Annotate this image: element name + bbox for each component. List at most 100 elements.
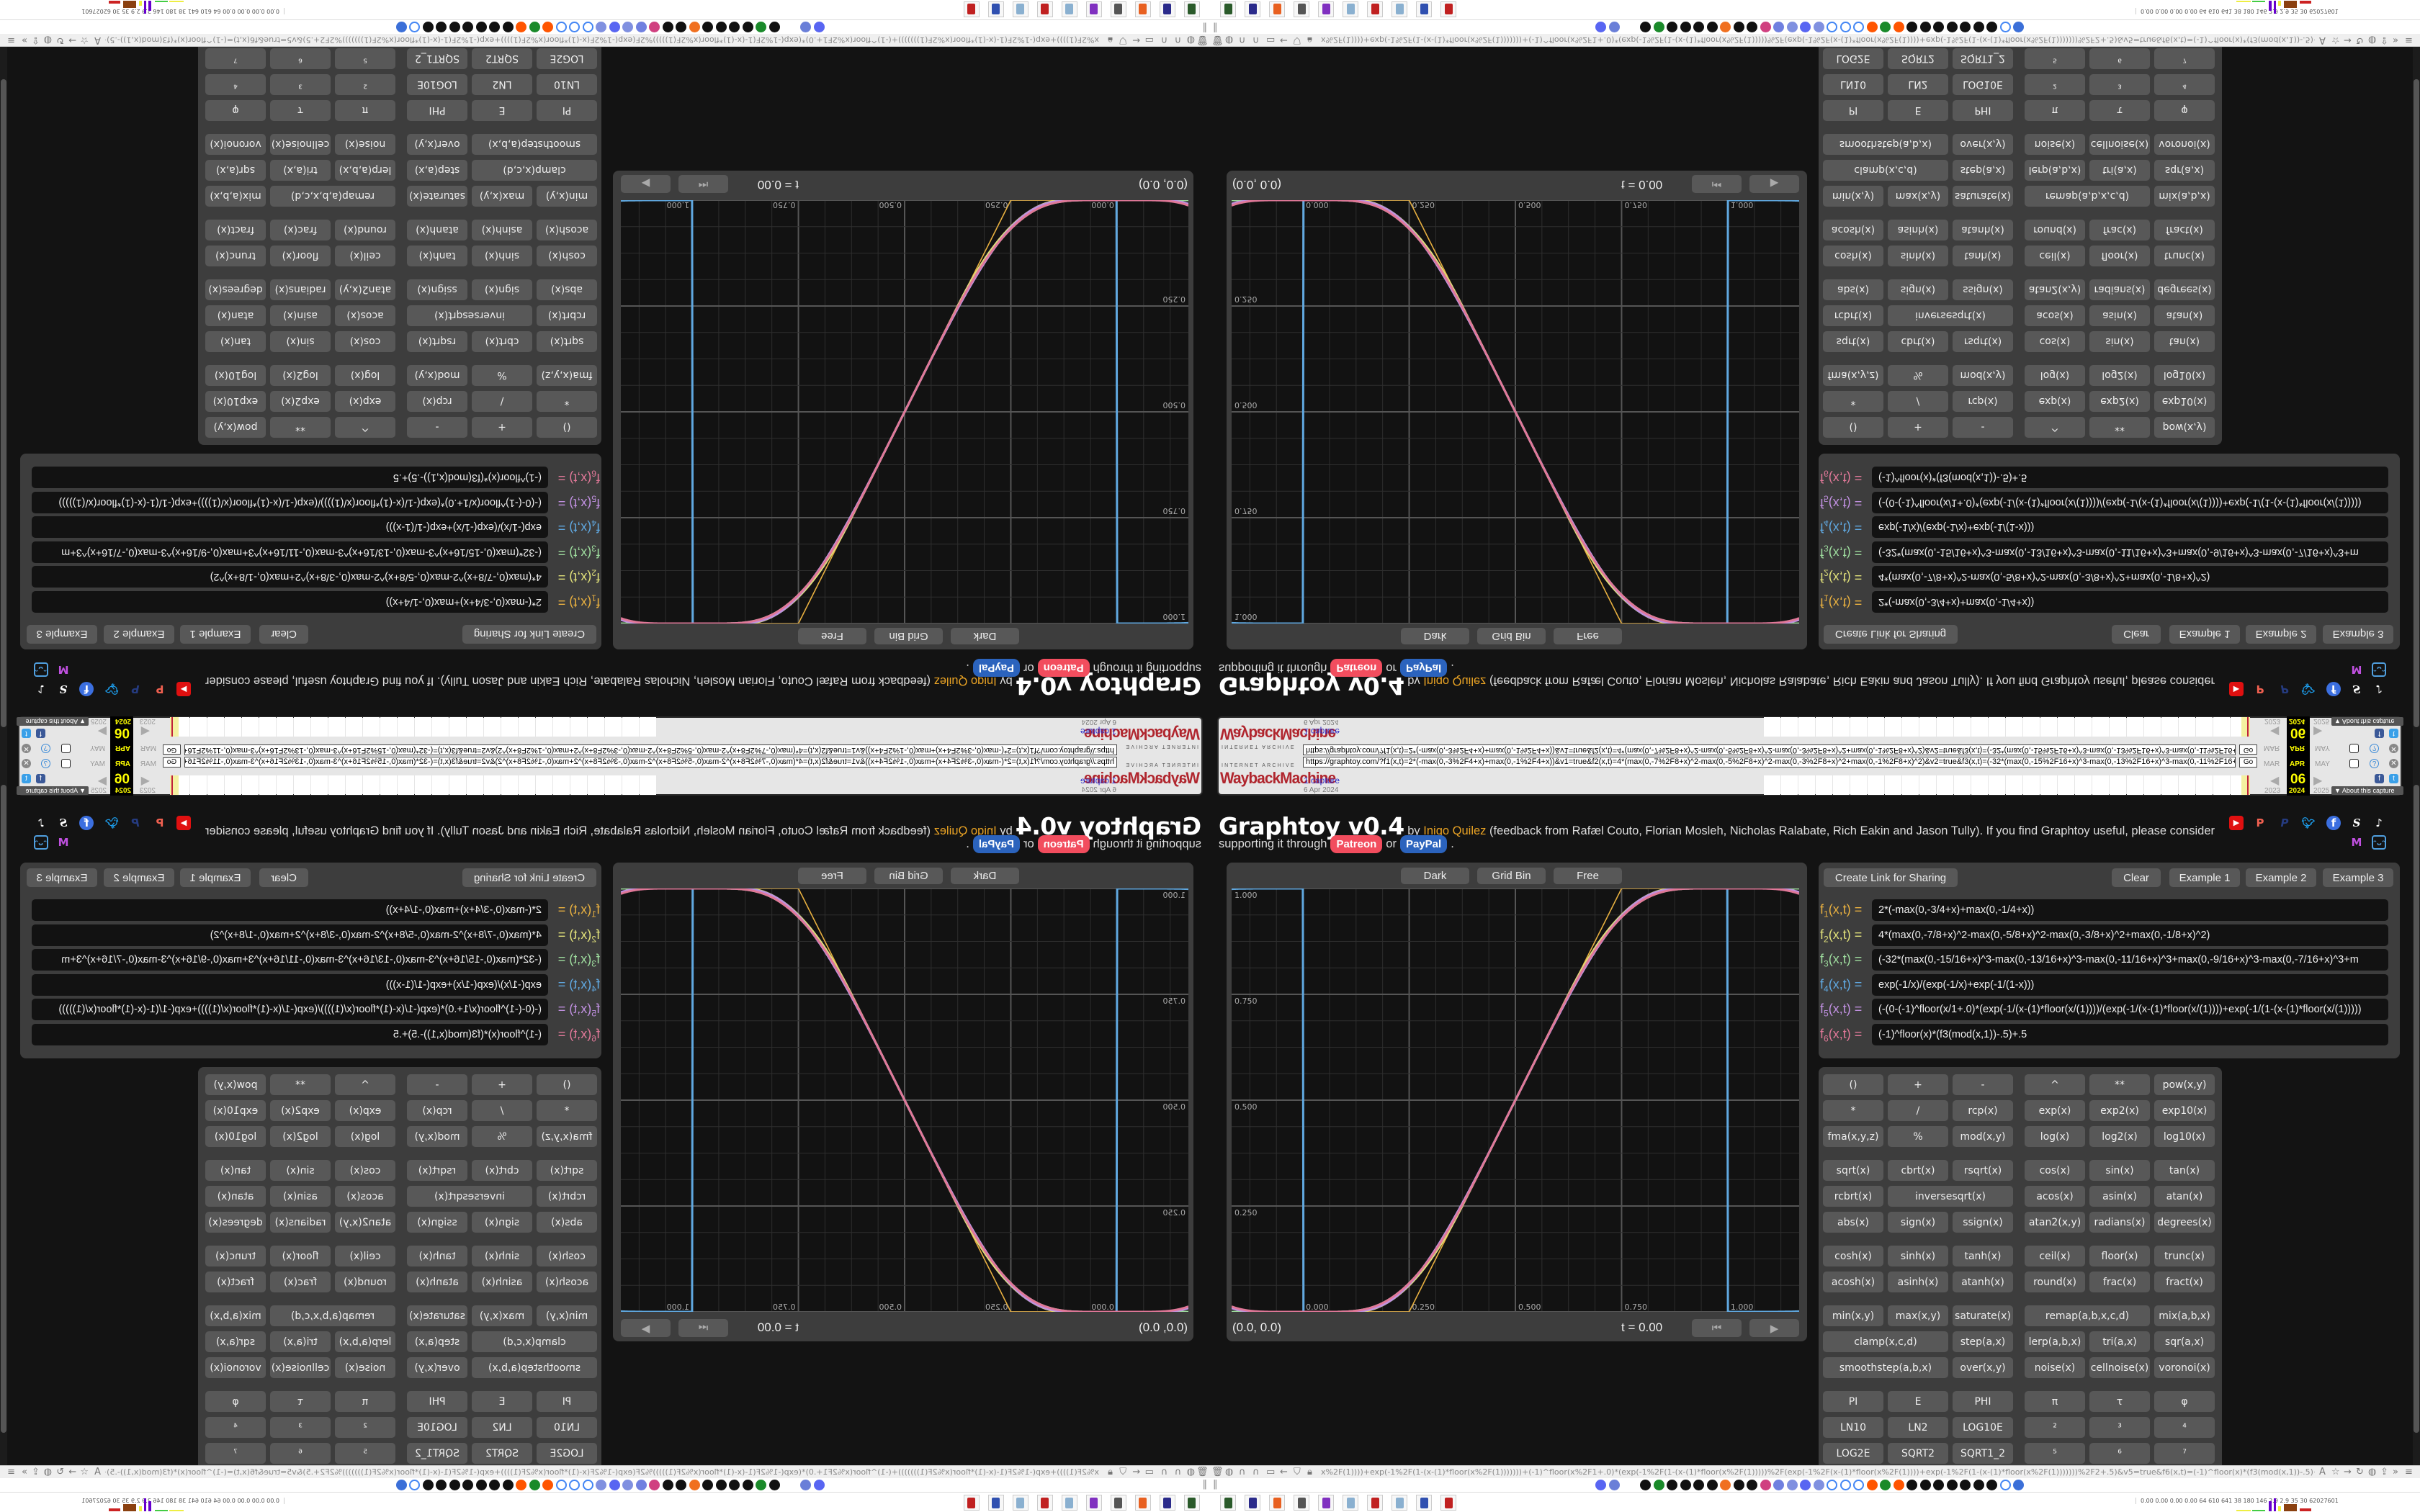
keypad-button[interactable]: remap(a,b,x,c,d) <box>270 186 395 207</box>
taskbar-app-icon[interactable] <box>1343 1 1358 17</box>
keypad-button[interactable]: + <box>1888 417 1948 438</box>
keypad-button[interactable]: LN10 <box>537 1417 597 1438</box>
lock-icon[interactable]: 🔒︎ <box>1307 35 1312 45</box>
twitter-icon[interactable]: 🐦︎ <box>104 816 119 829</box>
keypad-button[interactable]: PI <box>1823 100 1883 121</box>
keypad-button[interactable]: voronoi(x) <box>205 1357 266 1378</box>
example-1-button[interactable]: Example 1 <box>180 868 251 887</box>
function-plot-canvas[interactable]: 0.000 0.250 0.500 0.750 1.000 1.000 0.750 0.500… <box>621 200 1188 624</box>
calendar-cell[interactable] <box>1764 717 1780 737</box>
keypad-button[interactable]: ⁴ <box>205 1417 266 1438</box>
keypad-button[interactable]: sin(x) <box>2089 331 2150 352</box>
bookmark-icon[interactable] <box>1760 22 1771 32</box>
keypad-button[interactable]: cellnoise(x) <box>2089 134 2150 155</box>
keypad-button[interactable]: abs(x) <box>1823 1212 1883 1233</box>
keypad-button[interactable]: acosh(x) <box>537 1272 597 1292</box>
keypad-button[interactable]: asinh(x) <box>1888 220 1948 240</box>
prev-capture-arrow-icon[interactable]: ◀ <box>140 775 150 787</box>
keypad-button[interactable]: LN2 <box>1888 1417 1948 1438</box>
calendar-cell[interactable] <box>328 717 345 737</box>
free-axis-button[interactable]: Free <box>1554 628 1622 644</box>
patreon-button[interactable]: Patreon <box>1330 835 1383 853</box>
keypad-button[interactable]: sqrt(x) <box>537 1160 597 1181</box>
calendar-cell[interactable] <box>346 775 362 795</box>
calendar-cell[interactable] <box>2023 717 2040 737</box>
keypad-button[interactable]: rsqrt(x) <box>407 1160 467 1181</box>
keypad-button[interactable]: tan(x) <box>2154 1160 2215 1181</box>
bookmark-icon[interactable] <box>1839 1480 1851 1490</box>
bookmark-icon[interactable] <box>1893 22 1904 32</box>
keypad-button[interactable]: remap(a,b,x,c,d) <box>270 1305 395 1326</box>
keypad-button[interactable]: % <box>472 365 532 386</box>
sidebar-toggle-icon[interactable]: ‖ <box>1202 1479 1208 1490</box>
keypad-button[interactable]: clamp(x,c,d) <box>472 1331 597 1352</box>
bookmark-icon[interactable] <box>1999 1480 2011 1490</box>
function-input-1[interactable]: 2*(-max(0,-3/4+x)+max(0,-1/4+x)) <box>32 899 548 921</box>
keypad-button[interactable]: ^ <box>2025 1074 2085 1095</box>
keypad-button[interactable]: LN2 <box>1888 74 1948 95</box>
keypad-button[interactable]: + <box>472 1074 532 1095</box>
keypad-button[interactable]: atanh(x) <box>1953 220 2013 240</box>
example-3-button[interactable]: Example 3 <box>27 625 97 644</box>
function-input-6[interactable]: (-1)^floor(x)*(f3(mod(x,1))-.5)+.5 <box>32 467 548 489</box>
calendar-cell[interactable] <box>605 775 622 795</box>
shadertoy-icon[interactable]: S <box>59 816 68 829</box>
bookmark-icon[interactable] <box>1667 22 1677 32</box>
bookmark-icon[interactable] <box>1933 22 1944 32</box>
function-input-5[interactable]: (-(0-(-1)^floor(x/1+.0)*(exp(-1/(x-(1)*f… <box>1872 492 2388 513</box>
keypad-button[interactable]: lerp(a,b,x) <box>2025 1331 2085 1352</box>
headphones-icon[interactable]: ∩ <box>1174 1467 1181 1477</box>
taskbar-app-icon[interactable] <box>1111 1 1126 17</box>
keypad-button[interactable]: + <box>472 417 532 438</box>
calendar-cell[interactable] <box>2144 775 2161 795</box>
calendar-cell[interactable] <box>467 775 483 795</box>
next-capture-arrow-icon[interactable]: ▶ <box>97 725 107 737</box>
keypad-button[interactable]: sinh(x) <box>472 246 532 266</box>
play-button[interactable]: ▶ <box>621 175 671 193</box>
keypad-button[interactable]: exp10(x) <box>205 391 266 412</box>
keypad-button[interactable]: acosh(x) <box>1823 220 1883 240</box>
calendar-cell[interactable] <box>449 775 466 795</box>
bookmark-icon[interactable] <box>1880 1480 1891 1490</box>
bookmark-icon[interactable] <box>756 22 767 32</box>
keypad-button[interactable]: frac(x) <box>2089 220 2150 240</box>
rewind-button[interactable]: ⏮ <box>678 175 728 193</box>
keypad-button[interactable]: remap(a,b,x,c,d) <box>2025 186 2150 207</box>
keypad-button[interactable]: degrees(x) <box>205 1212 266 1233</box>
youtube-icon[interactable]: ▶ <box>2229 682 2244 696</box>
lock-icon[interactable]: 🔒︎ <box>1108 1467 1113 1477</box>
calendar-cell[interactable] <box>2006 717 2022 737</box>
taskbar-app-icon[interactable] <box>1037 1495 1053 1511</box>
reload-icon[interactable]: ↻ <box>2356 35 2364 45</box>
example-2-button[interactable]: Example 2 <box>104 625 174 644</box>
bookmark-icon[interactable] <box>609 1480 620 1490</box>
keypad-button[interactable]: smoothstep(a,b,x) <box>1823 134 1948 155</box>
bookmark-icon[interactable] <box>1733 1480 1744 1490</box>
keypad-button[interactable]: asin(x) <box>2089 305 2150 326</box>
keypad-button[interactable]: sin(x) <box>270 331 331 352</box>
keypad-button[interactable]: atanh(x) <box>1953 1272 2013 1292</box>
sidebar-toggle-icon[interactable]: ‖ <box>1202 22 1208 33</box>
calendar-cell[interactable] <box>2092 717 2109 737</box>
calendar-cell[interactable] <box>432 775 449 795</box>
keypad-button[interactable]: voronoi(x) <box>2154 1357 2215 1378</box>
keypad-button[interactable]: fma(x,y,z) <box>537 365 597 386</box>
bookmark-icon[interactable] <box>449 22 460 32</box>
keypad-button[interactable]: log(x) <box>335 365 395 386</box>
free-axis-button[interactable]: Free <box>798 628 866 644</box>
keypad-button[interactable]: sign(x) <box>1888 1212 1948 1233</box>
twitter-share-icon[interactable]: t <box>2389 774 2398 783</box>
patreon-icon[interactable]: P <box>2256 683 2264 696</box>
calendar-cell[interactable] <box>1868 775 1884 795</box>
calendar-cell[interactable] <box>640 775 656 795</box>
mastodon-icon[interactable]: M <box>2351 663 2362 676</box>
keypad-button[interactable]: ** <box>270 1074 331 1095</box>
keypad-button[interactable]: ³ <box>2089 1417 2150 1438</box>
translate-icon[interactable]: A <box>2319 1467 2326 1477</box>
bookmark-icon[interactable] <box>1906 1480 1917 1490</box>
about-capture-button[interactable]: ▼ About this capture <box>2331 786 2403 795</box>
keypad-button[interactable]: min(x,y) <box>1823 186 1883 207</box>
keypad-button[interactable]: ** <box>2089 417 2150 438</box>
translate-icon[interactable]: A <box>94 1467 101 1477</box>
keypad-button[interactable]: ⁶ <box>270 48 331 69</box>
